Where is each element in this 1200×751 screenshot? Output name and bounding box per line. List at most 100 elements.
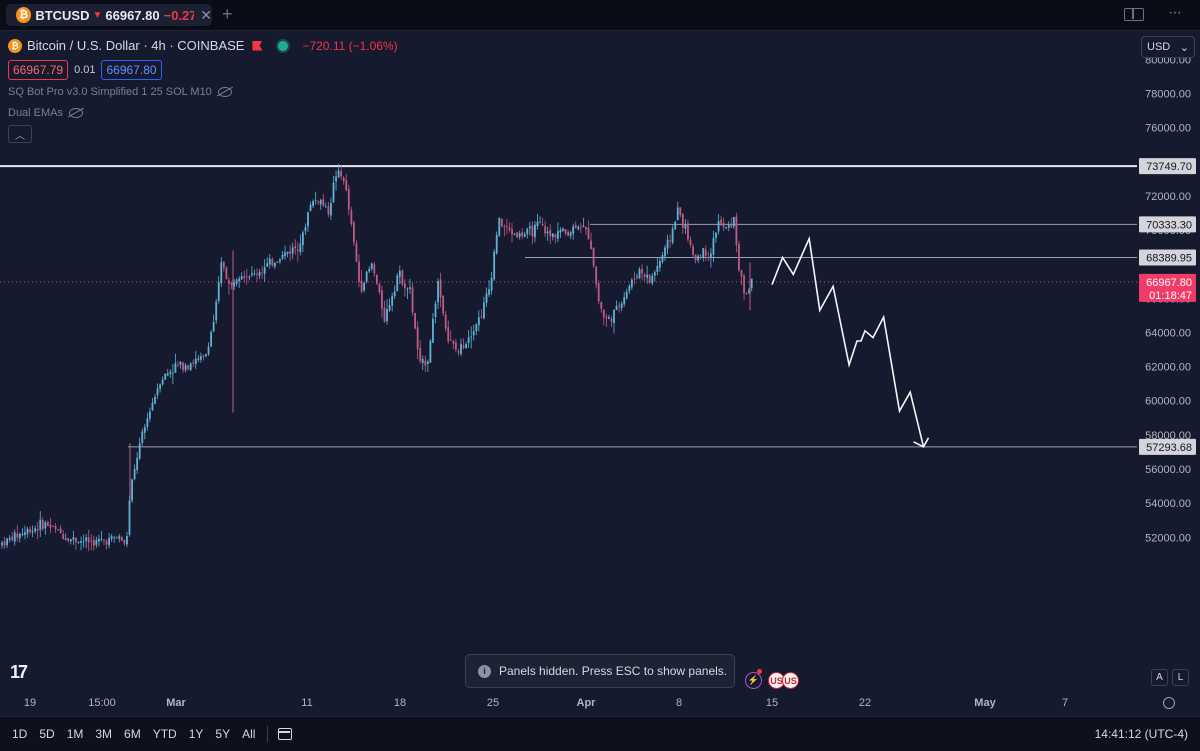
- range-1m[interactable]: 1M: [66, 727, 84, 741]
- more-options-icon[interactable]: ···: [1168, 4, 1182, 21]
- candle-body: [602, 309, 605, 318]
- currency-select[interactable]: USD ⌄: [1141, 36, 1195, 58]
- candle-body: [477, 317, 480, 326]
- x-tick-label: 22: [859, 697, 871, 709]
- candle-body: [169, 371, 172, 374]
- candle-body: [69, 539, 72, 542]
- candle-body: [475, 324, 478, 332]
- candle-body: [159, 384, 161, 389]
- candle-body: [54, 526, 57, 529]
- candle-body: [307, 212, 309, 227]
- us-flag-event-icon[interactable]: US: [782, 672, 799, 689]
- candle-body: [52, 526, 54, 528]
- range-5d[interactable]: 5D: [39, 727, 55, 741]
- candle-body: [266, 263, 269, 267]
- clock[interactable]: 14:41:12 (UTC-4): [1094, 727, 1188, 741]
- candle-body: [222, 261, 225, 268]
- add-tab-button[interactable]: +: [222, 4, 233, 24]
- eye-hidden-icon[interactable]: [217, 87, 232, 97]
- eye-hidden-icon[interactable]: [69, 108, 84, 118]
- x-tick-label: 8: [676, 697, 682, 709]
- calendar-icon[interactable]: [278, 728, 293, 740]
- candle-body: [284, 252, 286, 257]
- price-chart[interactable]: 86000.0084000.0082000.0080000.0078000.00…: [0, 30, 1200, 716]
- candle-body: [217, 281, 220, 301]
- close-icon[interactable]: ✕: [200, 6, 212, 23]
- x-tick-label: Apr: [577, 697, 597, 709]
- candle-body: [233, 282, 235, 287]
- candle-body: [704, 249, 707, 256]
- projection-line[interactable]: [771, 235, 925, 447]
- range-all[interactable]: All: [242, 727, 256, 741]
- bitcoin-icon: ₿: [16, 7, 32, 23]
- flag-icon[interactable]: [252, 40, 263, 51]
- candle-body: [24, 532, 26, 535]
- y-tick-label: 72000.00: [1145, 191, 1191, 203]
- candle-body: [115, 537, 118, 539]
- gear-icon[interactable]: [1163, 697, 1175, 709]
- candle-body: [500, 218, 503, 227]
- indicator-sq-bot[interactable]: SQ Bot Pro v3.0 Simplified 1 25 SOL M10: [8, 86, 232, 98]
- candle-body: [692, 246, 694, 255]
- tab-symbol: BTCUSD: [35, 7, 90, 23]
- candle-body: [745, 292, 748, 294]
- candle-body: [447, 327, 450, 342]
- candle-body: [21, 534, 24, 536]
- us-flag-event-icon[interactable]: US: [768, 672, 785, 689]
- range-ytd[interactable]: YTD: [152, 727, 177, 741]
- candle-body: [717, 221, 720, 232]
- candle-body: [401, 270, 404, 285]
- range-3m[interactable]: 3M: [95, 727, 113, 741]
- candle-body: [342, 177, 345, 182]
- candle-body: [314, 200, 317, 201]
- countdown-label: 01:18:47: [1149, 290, 1192, 302]
- candle-body: [80, 541, 82, 543]
- range-1d[interactable]: 1D: [12, 727, 28, 741]
- candle-body: [212, 322, 215, 332]
- candle-body: [715, 232, 717, 239]
- x-tick-label: May: [974, 697, 996, 709]
- layout-icon[interactable]: [1124, 8, 1144, 21]
- panels-hidden-toast: i Panels hidden. Press ESC to show panel…: [465, 654, 735, 688]
- y-tick-label: 78000.00: [1145, 89, 1191, 101]
- buy-button[interactable]: 66967.80: [101, 60, 162, 80]
- collapse-indicators-button[interactable]: ︿: [8, 125, 32, 143]
- range-1y[interactable]: 1Y: [188, 727, 204, 741]
- toast-text: Panels hidden. Press ESC to show panels.: [499, 664, 728, 678]
- price-axis: 86000.0084000.0082000.0080000.0078000.00…: [1139, 30, 1196, 544]
- sell-button[interactable]: 66967.79: [8, 60, 69, 80]
- lightning-event-icon[interactable]: ⚡: [745, 672, 762, 689]
- candle-body: [143, 427, 146, 433]
- y-tick-label: 82000.00: [1145, 30, 1191, 32]
- bottom-toolbar: 1D 5D 1M 3M 6M YTD 1Y 5Y All 14:41:12 (U…: [0, 716, 1200, 751]
- candle-body: [437, 281, 439, 303]
- log-scale-button[interactable]: L: [1172, 669, 1189, 686]
- symbol-title[interactable]: Bitcoin / U.S. Dollar · 4h · COINBASE: [27, 38, 245, 53]
- candle-body: [18, 533, 21, 539]
- tradingview-logo[interactable]: 17: [10, 662, 28, 682]
- auto-scale-button[interactable]: A: [1151, 669, 1168, 686]
- candle-body: [230, 283, 233, 285]
- candle-body: [330, 203, 332, 216]
- level-price-label: 57293.68: [1146, 442, 1192, 454]
- candle-body: [735, 216, 738, 245]
- market-status-icon[interactable]: [278, 40, 289, 51]
- candle-body: [625, 291, 628, 299]
- range-5y[interactable]: 5Y: [215, 727, 231, 741]
- candle-body: [687, 223, 689, 240]
- candle-body: [699, 255, 702, 257]
- candle-body: [268, 258, 271, 265]
- candle-body: [628, 286, 631, 292]
- candle-body: [166, 373, 169, 376]
- candle-body: [271, 259, 274, 266]
- tab-btcusd[interactable]: ₿ BTCUSD ▼ 66967.80 −0.27 ✕: [6, 4, 212, 26]
- candle-body: [564, 229, 567, 234]
- indicator-dual-emas[interactable]: Dual EMAs: [8, 107, 84, 119]
- candle-body: [151, 402, 154, 411]
- candle-body: [85, 537, 88, 541]
- range-6m[interactable]: 6M: [124, 727, 141, 741]
- candle-body: [587, 227, 590, 240]
- candle-body: [317, 201, 320, 203]
- candle-body: [182, 362, 184, 371]
- candle-body: [261, 272, 263, 274]
